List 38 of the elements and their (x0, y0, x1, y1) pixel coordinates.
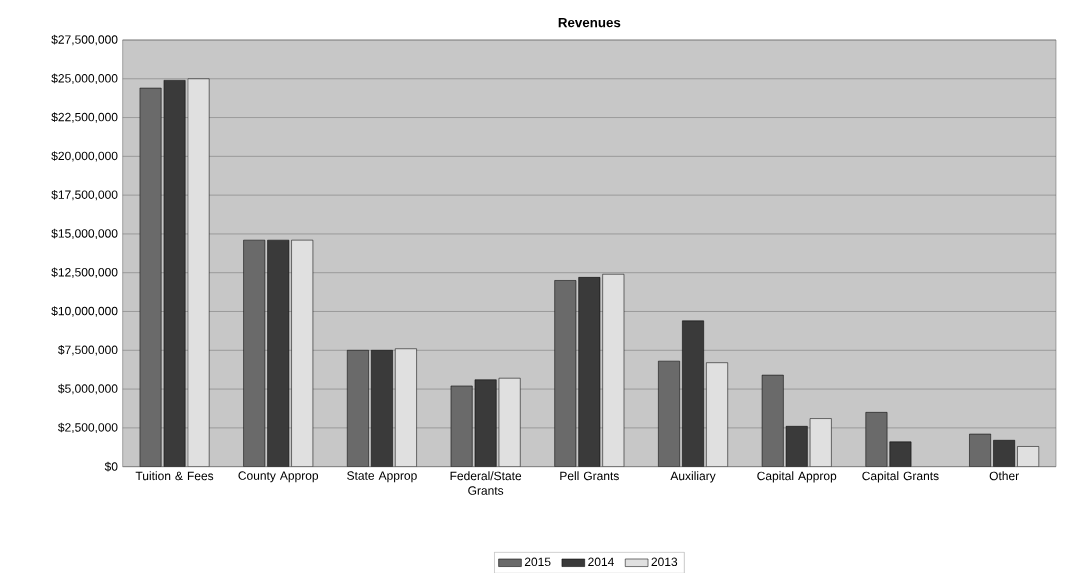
x-tick-label: Pell Grants (560, 471, 619, 481)
legend-label: 2013 (651, 557, 678, 566)
bar (682, 320, 704, 467)
x-tick-label: Tuition & Fees (135, 471, 214, 481)
bar (578, 276, 601, 467)
bar (394, 348, 417, 467)
bar (267, 239, 290, 467)
y-tick-label: $12,500,000 (51, 267, 118, 278)
x-tick-label: Capital Approp (757, 471, 837, 483)
x-tick-label: Auxiliary (670, 471, 716, 483)
bar (706, 362, 728, 467)
y-tick-label: $27,500,000 (51, 34, 118, 46)
y-tick-label: $2,500,000 (58, 422, 118, 433)
x-tick-label: Capital Grants (862, 471, 939, 483)
y-tick-label: $25,000,000 (51, 73, 118, 84)
y-tick-label: $22,500,000 (51, 112, 118, 123)
y-tick-label: $10,000,000 (51, 306, 118, 317)
bar (969, 433, 992, 467)
bar (889, 441, 912, 467)
x-tick-label: County Approp (238, 471, 319, 483)
y-tick-label: $7,500,000 (58, 344, 118, 356)
x-tick-label: State Approp (347, 471, 417, 483)
chart-title: Revenues (558, 17, 621, 28)
y-tick-label: $0 (104, 461, 118, 472)
y-tick-label: $5,000,000 (58, 383, 118, 395)
bar (1017, 446, 1040, 467)
bar (474, 379, 497, 467)
x-tick-label: Other (989, 471, 1019, 481)
x-tick-label: Federal/State Grants (450, 471, 522, 495)
y-tick-label: $15,000,000 (51, 228, 118, 239)
legend-label: 2015 (524, 557, 551, 566)
bar (370, 349, 393, 467)
bar (785, 425, 808, 467)
bar (163, 79, 186, 467)
bar (187, 78, 210, 467)
legend-label: 2014 (588, 557, 614, 566)
y-tick-label: $17,500,000 (51, 189, 118, 201)
y-tick-label: $20,000,000 (51, 150, 118, 162)
